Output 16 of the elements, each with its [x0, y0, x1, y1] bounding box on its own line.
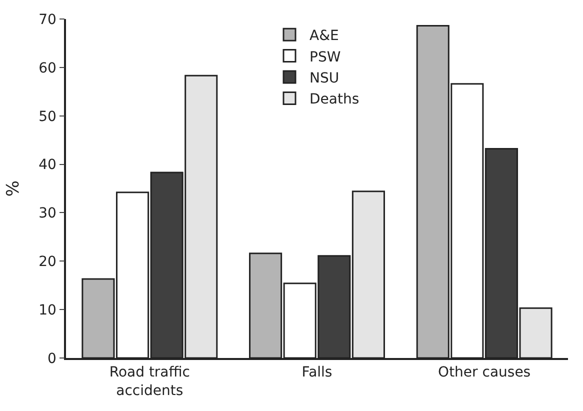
- y-tick-label: 0: [48, 350, 56, 367]
- y-tick-label: 30: [38, 206, 56, 222]
- y-tick-label: 40: [38, 157, 56, 174]
- y-tick-label: 20: [38, 254, 56, 270]
- y-tick-label: 50: [38, 108, 56, 125]
- y-axis-title: %: [4, 180, 24, 197]
- y-tick-label: 70: [38, 12, 56, 28]
- x-tick-label: Road traffic accidents: [109, 364, 190, 399]
- y-tick-label: 10: [38, 302, 56, 318]
- legend-label: PSW: [310, 49, 341, 66]
- x-tick-label: Falls: [302, 364, 332, 381]
- legend-label: A&E: [310, 28, 339, 44]
- legend-label: NSU: [310, 70, 340, 86]
- x-tick-label: Other causes: [438, 364, 531, 381]
- legend-label: Deaths: [310, 92, 360, 108]
- y-tick-label: 60: [38, 60, 56, 76]
